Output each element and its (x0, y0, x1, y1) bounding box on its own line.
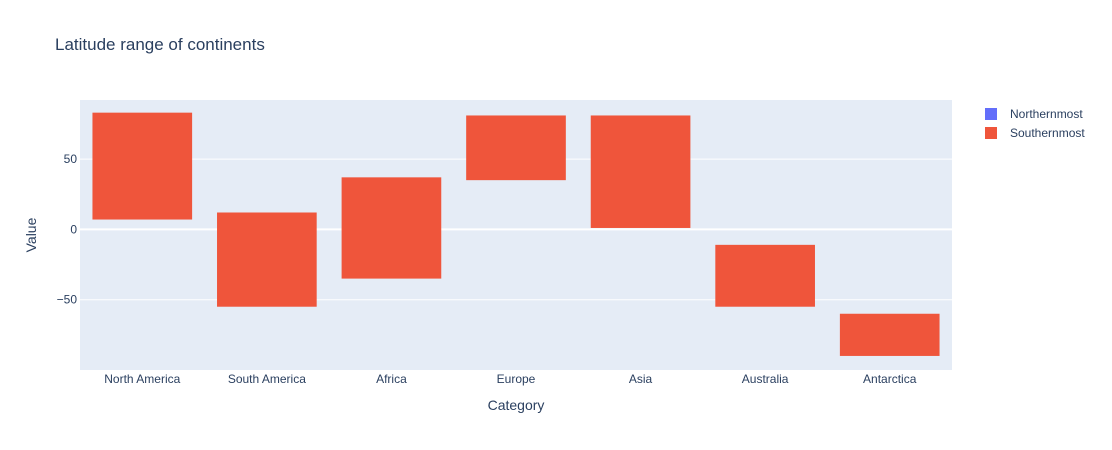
x-axis-title: Category (488, 397, 545, 413)
legend-label: Northernmost (1010, 107, 1083, 121)
y-tick-label: −50 (57, 293, 78, 307)
y-tick-label: 50 (64, 152, 78, 166)
bar-asia[interactable] (590, 115, 691, 228)
y-tick-label: 0 (70, 222, 77, 236)
legend-item-northernmost[interactable]: Northernmost (985, 107, 1083, 121)
x-axis-ticks: North America South America Africa Europe As… (104, 372, 916, 386)
bar-south-america[interactable] (217, 212, 317, 307)
bar-africa[interactable] (341, 177, 442, 279)
bar-north-america[interactable] (92, 112, 193, 220)
chart-title: Latitude range of continents (55, 35, 265, 54)
legend[interactable]: Northernmost Southernmost (985, 107, 1085, 140)
x-tick-label: North America (104, 372, 180, 386)
legend-item-southernmost[interactable]: Southernmost (985, 126, 1085, 140)
legend-label: Southernmost (1010, 126, 1085, 140)
legend-swatch (985, 108, 997, 120)
bar-europe[interactable] (466, 115, 566, 181)
y-axis-title: Value (23, 217, 39, 252)
bar-australia[interactable] (715, 244, 815, 307)
x-tick-label: Europe (497, 372, 536, 386)
x-tick-label: Antarctica (863, 372, 917, 386)
x-tick-label: Australia (742, 372, 789, 386)
y-axis-ticks: −50 0 50 (57, 152, 78, 307)
x-tick-label: Africa (376, 372, 407, 386)
bars (92, 112, 940, 356)
bar-antarctica[interactable] (839, 313, 940, 356)
legend-swatch (985, 127, 997, 139)
x-tick-label: Asia (629, 372, 653, 386)
x-tick-label: South America (228, 372, 306, 386)
